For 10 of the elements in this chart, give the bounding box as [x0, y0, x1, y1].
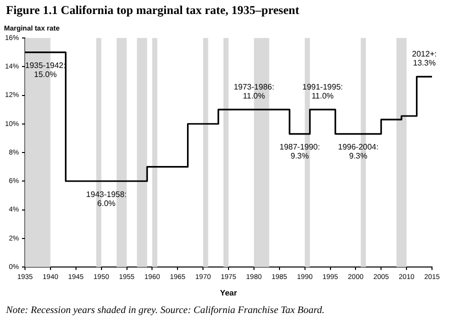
- annotation: 2012+: 13.3%: [412, 49, 437, 68]
- chart-title: Figure 1.1 California top marginal tax rate, 1935–present: [6, 3, 300, 18]
- x-axis-title: Year: [220, 288, 237, 298]
- annotation: 1991-1995: 11.0%: [302, 82, 343, 100]
- annotation: 1973-1986: 11.0%: [234, 82, 274, 100]
- annotation: 1987-1990: 9.3%: [279, 142, 320, 161]
- annotation: 1996-2004: 9.3%: [338, 142, 378, 161]
- text: Note: Recession years shaded in grey. Source: California Franchise Tax Board.: [6, 305, 324, 316]
- annotation: 1943-1958: 6.0%: [86, 190, 127, 208]
- annotation: 1935-1942: 15.0%: [25, 61, 66, 80]
